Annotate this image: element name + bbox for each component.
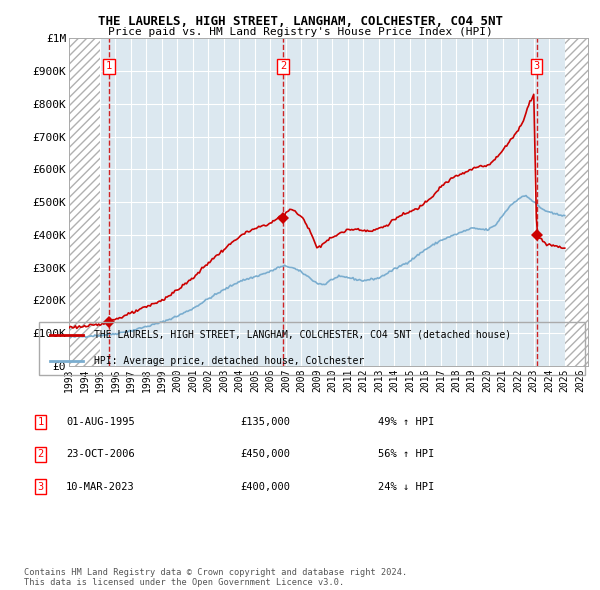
Text: THE LAURELS, HIGH STREET, LANGHAM, COLCHESTER, CO4 5NT: THE LAURELS, HIGH STREET, LANGHAM, COLCH… [97, 15, 503, 28]
Text: THE LAURELS, HIGH STREET, LANGHAM, COLCHESTER, CO4 5NT (detached house): THE LAURELS, HIGH STREET, LANGHAM, COLCH… [94, 330, 511, 340]
Text: Contains HM Land Registry data © Crown copyright and database right 2024.
This d: Contains HM Land Registry data © Crown c… [24, 568, 407, 587]
Text: HPI: Average price, detached house, Colchester: HPI: Average price, detached house, Colc… [94, 356, 364, 366]
Text: 49% ↑ HPI: 49% ↑ HPI [378, 417, 434, 427]
Text: 24% ↓ HPI: 24% ↓ HPI [378, 482, 434, 491]
Text: 3: 3 [533, 61, 540, 71]
Text: 2: 2 [280, 61, 286, 71]
Text: 1: 1 [106, 61, 112, 71]
Text: 23-OCT-2006: 23-OCT-2006 [66, 450, 135, 459]
Text: 56% ↑ HPI: 56% ↑ HPI [378, 450, 434, 459]
Text: £135,000: £135,000 [240, 417, 290, 427]
Text: 10-MAR-2023: 10-MAR-2023 [66, 482, 135, 491]
Text: 3: 3 [38, 482, 44, 491]
Text: Price paid vs. HM Land Registry's House Price Index (HPI): Price paid vs. HM Land Registry's House … [107, 27, 493, 37]
Text: 01-AUG-1995: 01-AUG-1995 [66, 417, 135, 427]
Text: £450,000: £450,000 [240, 450, 290, 459]
Text: 1: 1 [38, 417, 44, 427]
Text: 2: 2 [38, 450, 44, 459]
Text: £400,000: £400,000 [240, 482, 290, 491]
